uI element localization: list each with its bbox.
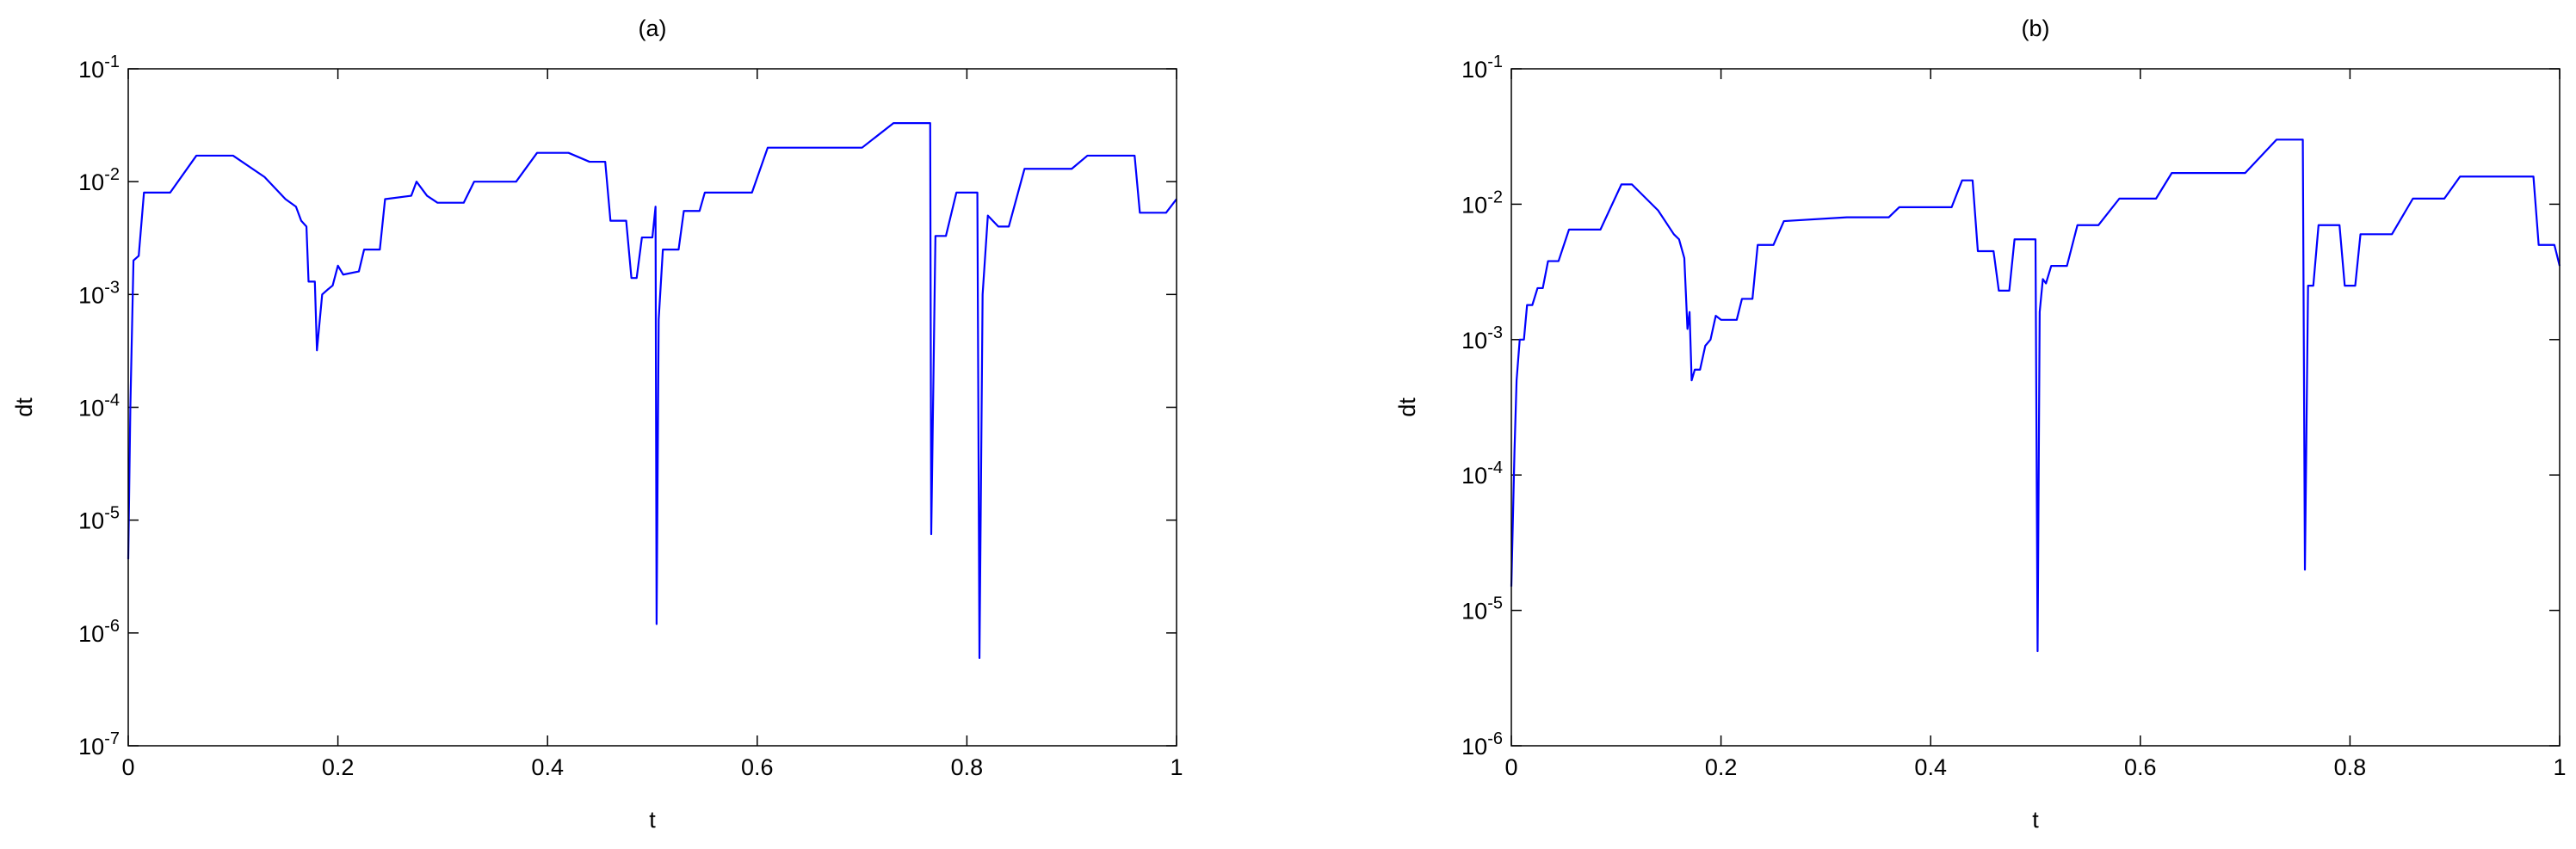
y-tick-label: 10-1 [78, 52, 120, 83]
y-axis-label: dt [1394, 397, 1420, 417]
y-tick-label: 10-3 [1461, 323, 1503, 354]
y-tick-label: 10-5 [1461, 594, 1503, 624]
x-tick-label: 0.2 [1705, 754, 1738, 780]
y-tick-label: 10-4 [1461, 458, 1503, 489]
chart: (b) t dt 0 0.2 0.4 0.6 0.8 1 10-6 10-5 10-4 10-3 10-2… [1394, 15, 2567, 833]
y-tick-label: 10-6 [78, 617, 120, 647]
y-tick-label: 10-2 [1461, 188, 1503, 218]
x-tick-label: 0.4 [531, 754, 564, 780]
y-tick-label: 10-7 [78, 729, 120, 760]
chart: (a) t dt 0 0.2 0.4 0.6 0.8 1 10-7 10-6 10-5 10-4 10-3… [11, 15, 1183, 833]
chart-title: (b) [2022, 15, 2050, 41]
x-tick-label: 0.6 [741, 754, 774, 780]
plot-frame [127, 68, 1177, 747]
y-tick-label: 10-2 [78, 165, 120, 195]
y-tick-label: 10-6 [1461, 729, 1503, 760]
x-tick-label: 1 [1170, 754, 1183, 780]
y-tick-label: 10-3 [78, 278, 120, 308]
x-tick-label: 0.8 [951, 754, 984, 780]
chart-title: (a) [639, 15, 667, 41]
plot-area [128, 69, 1177, 746]
plot-frame [1510, 68, 2561, 747]
x-tick-label: 0.4 [1914, 754, 1947, 780]
x-tick-label: 1 [2553, 754, 2566, 780]
x-axis-label: t [649, 807, 656, 833]
x-tick-label: 0.2 [322, 754, 355, 780]
y-tick-label: 10-5 [78, 504, 120, 534]
x-tick-label: 0.8 [2334, 754, 2367, 780]
x-axis-label: t [2032, 807, 2039, 833]
y-tick-label: 10-4 [78, 391, 120, 421]
data-line [1510, 138, 2561, 653]
x-tick-label: 0 [1504, 754, 1517, 780]
x-tick-label: 0 [121, 754, 134, 780]
y-axis-label: dt [11, 397, 37, 417]
y-tick-label: 10-1 [1461, 52, 1503, 83]
x-tick-label: 0.6 [2124, 754, 2157, 780]
data-line [127, 122, 1177, 660]
